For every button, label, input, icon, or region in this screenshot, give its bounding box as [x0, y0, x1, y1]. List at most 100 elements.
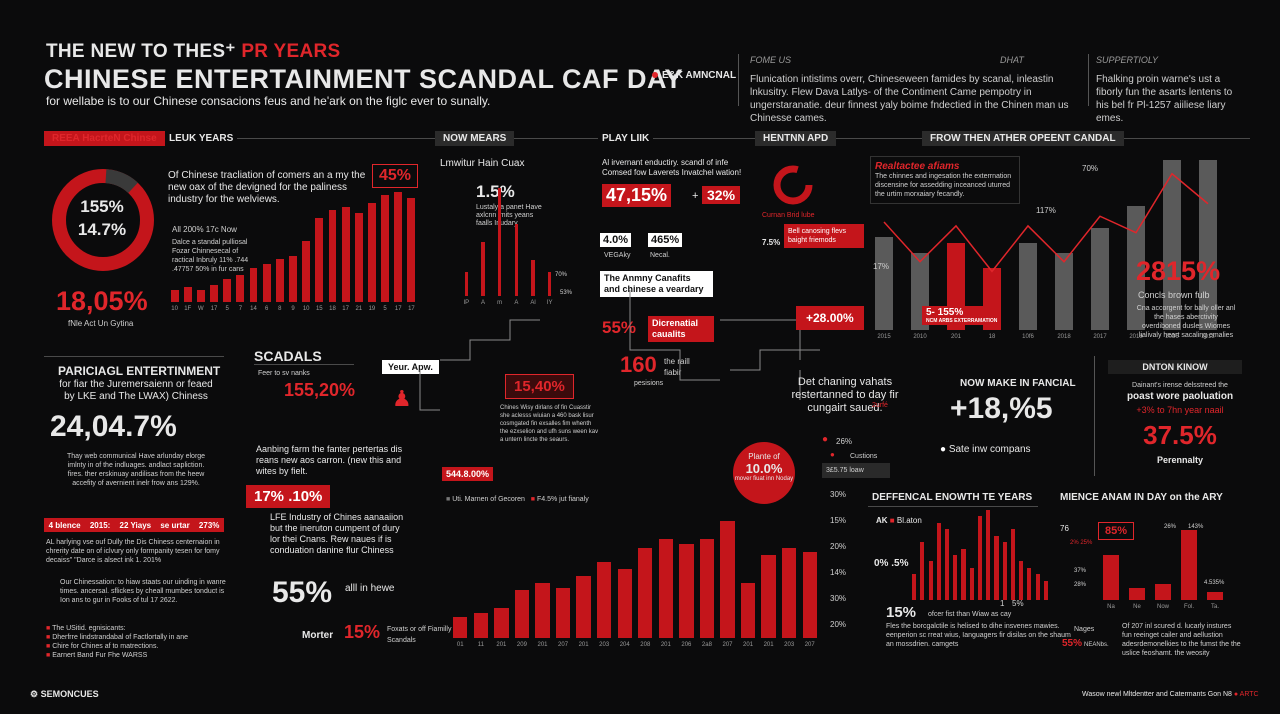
badge-45: 45% [372, 164, 419, 188]
strip-3: se urtar [160, 520, 190, 530]
white-box: The Anmny Canafits and chinese a veardar… [600, 271, 713, 297]
chart-tick-label: Ne [1133, 604, 1141, 610]
rtick-3: 14% [830, 568, 847, 577]
connector-e [730, 349, 820, 371]
frow-small: Cna accorgent for bally oller anl the ha… [1136, 305, 1236, 339]
connector-b [419, 370, 440, 411]
scandals-title: SCADALS [254, 348, 322, 364]
center-b2: 15,40% [505, 374, 574, 399]
chart-bar [679, 544, 694, 638]
left-body3: AL harlying vse ouf Dully the Dis Chines… [46, 539, 220, 564]
chart-tick-label: 207 [804, 642, 815, 648]
br-s55: 55% [1062, 638, 1083, 649]
br-p15b: Fles the borcgalctile is helised to dihe… [886, 623, 1071, 648]
footer-right-text: Wasow newl Mltdentter and Catermants Gon… [1082, 691, 1232, 698]
connector-group [419, 290, 820, 411]
br-c5: 5% [1012, 599, 1024, 608]
frow-big: 2815% [1136, 256, 1221, 286]
section2-text: for fiar the Juremersaienn or feaed by L… [59, 379, 213, 402]
n160: 160 [620, 352, 657, 377]
left-big-value: 18,05% [56, 286, 148, 316]
divider [1088, 54, 1089, 106]
footer-left-text: SEMONCUES [40, 689, 99, 699]
chart-tick-label: 201 [496, 642, 507, 648]
top-col-2-cap: DHAT [1000, 55, 1024, 65]
trend-polyline [883, 172, 1209, 273]
divider [1094, 356, 1095, 476]
frow-box: 5- 155% NCM ARBS EXTERRAMATION [922, 306, 1002, 325]
chart-bar [275, 259, 284, 302]
person-icon: ♟ [392, 386, 412, 411]
ring [773, 165, 813, 205]
scandals-feer: Feer to sv nanks [258, 370, 310, 377]
chart-1: 10 1F W 17 5 7 14 6 8 9 10 15 18 17 21 19 5 17 17 [168, 192, 418, 312]
chart-bar [1199, 160, 1217, 330]
mini-head: All 200% 17c Now [172, 225, 237, 234]
br-h1: DEFFENCAL ENOWTH TE YEARS [872, 492, 1033, 503]
br-naps: Nages [1074, 626, 1095, 633]
chart-tick-label: Al [530, 300, 536, 306]
chart-tick-label: 7 [238, 306, 243, 312]
chart-tick-label: 8 [278, 306, 282, 312]
strip-0: 4 blence [48, 520, 81, 530]
chart2-value: 1.5% [476, 182, 515, 201]
det-text: Det chaning vahats restertanned to day f… [791, 376, 899, 414]
center-aside: Aanbing farm the fanter pertertas dis re… [256, 444, 403, 476]
playlik-head: PLAY LIIK [598, 133, 654, 144]
chart-tick-label: 14 [250, 306, 257, 312]
chart-tick-label: 206 [681, 642, 692, 648]
plante-value: 10.0% [745, 461, 783, 476]
br-p4355: 4.535% [1204, 580, 1225, 586]
chart-bar [986, 510, 991, 600]
center-b4-text: LFE Industry of Chines aanaaiion but the… [270, 512, 404, 555]
center-b4: 17% .10% [246, 485, 331, 508]
center-big1: 155,20% [284, 380, 356, 400]
br-p15: 15% [886, 604, 917, 621]
chart-tick-label: 10 [171, 306, 178, 312]
chart-bar [249, 268, 258, 302]
chart-bar [481, 242, 485, 296]
chart-bar [596, 562, 612, 638]
header-right-tag: E&K AMNCNAL [652, 70, 736, 81]
chart-tick-label: Na [1107, 604, 1115, 610]
yr-box: Yeur. Apw. [382, 360, 439, 374]
chart-bar [262, 263, 271, 302]
br-p2: 2% 25% [1070, 540, 1093, 546]
header-line1-white: THE NEW TO THES⁺ [46, 41, 236, 62]
chart-bar [1181, 530, 1197, 600]
now-value: +18,%5 [950, 392, 1053, 425]
chart-bar [548, 272, 552, 296]
chart-tick-label: Fol. [1183, 604, 1194, 610]
chart-tick-label: 5 [383, 306, 387, 312]
chart-tick-label: IY [546, 300, 553, 306]
plante-label: Plante of [748, 452, 780, 461]
left-tag2: LEUK YEARS [165, 133, 238, 144]
left-body4: Our Chinessation: to hiaw staats our uin… [60, 579, 226, 604]
chart-tick-label: 11 [477, 642, 484, 648]
chart-bar [699, 538, 715, 638]
chart-tick-label: 10f6 [1022, 334, 1034, 340]
frow-p2: 117% [1036, 206, 1056, 215]
red-dot-icon: ● [822, 434, 829, 445]
connector-c [629, 290, 720, 381]
dnton-title: DNTON KINOW [1108, 360, 1242, 374]
top-col-1-text: Flunication intistims overr, Chineseween… [750, 74, 1069, 124]
playlik-text: Al irvernant enductiry. scandl of infe C… [602, 158, 742, 177]
page-title: CHINESE ENTERTAINMENT SCANDAL CAF DAY [44, 64, 684, 94]
footer-left: ⚙ SEMONCUES [30, 689, 99, 700]
chart-bar [1127, 206, 1145, 330]
n160-sub: pesisions [634, 380, 664, 387]
footer-right2: ARTC [1239, 691, 1259, 698]
chart-bar [994, 535, 999, 600]
plus28-box: +28.00% [796, 306, 864, 330]
chart2-title: Lmwitur Hain Cuax [440, 158, 525, 169]
chart-bar [302, 240, 311, 302]
chart-bar [531, 260, 535, 296]
header-line1: THE NEW TO THES⁺ PR YEARS [46, 40, 341, 63]
chart-bar [223, 279, 232, 302]
chart-bar [1163, 160, 1181, 330]
chart-tick-label: IP [463, 300, 470, 306]
playlik-w1: 4.0% [600, 233, 632, 247]
chart-tick-label: 17 [394, 306, 402, 312]
chart-bar [1155, 583, 1171, 600]
